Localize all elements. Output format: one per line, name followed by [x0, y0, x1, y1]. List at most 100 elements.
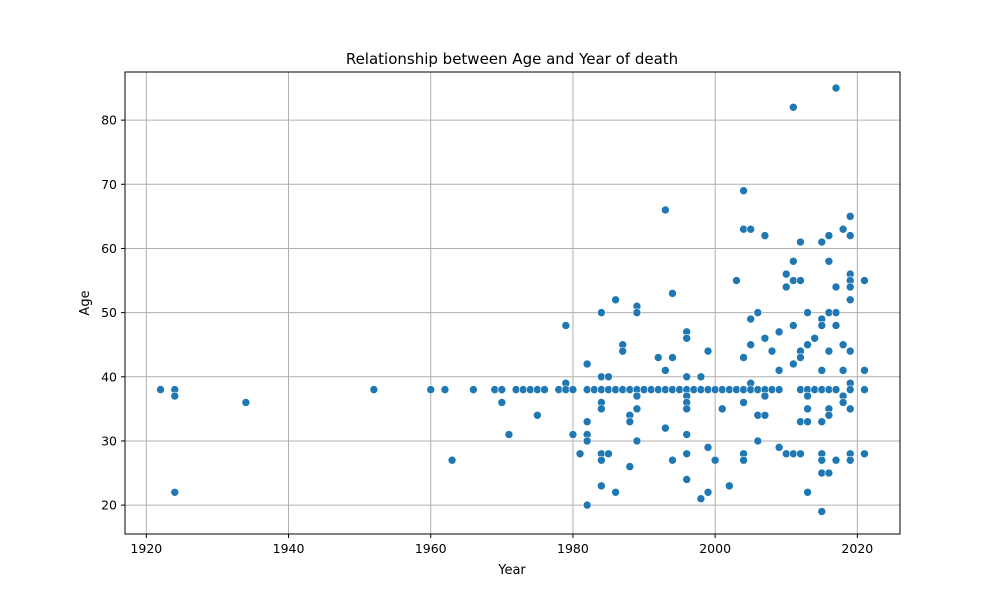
- data-point: [739, 455, 748, 465]
- data-point: [789, 102, 798, 112]
- data-point: [653, 353, 663, 362]
- data-point: [845, 212, 855, 221]
- data-point: [632, 308, 642, 317]
- data-point: [824, 346, 834, 356]
- data-point: [817, 385, 827, 394]
- data-point: [753, 436, 763, 446]
- data-point: [497, 398, 507, 407]
- data-point: [618, 346, 628, 356]
- plot-frame: [124, 71, 901, 535]
- data-point: [746, 314, 755, 324]
- data-point: [845, 346, 855, 356]
- x-tick-label: 1980: [557, 541, 589, 556]
- data-point: [625, 385, 635, 394]
- data-point: [781, 282, 791, 292]
- data-point: [789, 449, 798, 459]
- data-point: [789, 321, 798, 330]
- x-tick-label: 2000: [699, 541, 731, 556]
- data-point: [611, 385, 620, 394]
- data-point: [703, 346, 713, 356]
- data-point: [639, 385, 649, 394]
- data-point: [682, 404, 691, 414]
- data-point: [796, 353, 805, 362]
- data-point: [824, 385, 834, 394]
- data-point: [604, 449, 613, 459]
- y-tick-label: 20: [101, 498, 117, 513]
- data-point: [597, 308, 606, 317]
- data-point: [753, 308, 763, 317]
- data-point: [703, 385, 713, 394]
- data-point: [469, 385, 478, 394]
- data-point: [689, 385, 699, 394]
- data-point: [753, 385, 763, 394]
- data-point: [796, 449, 805, 459]
- data-point: [717, 385, 727, 394]
- x-axis-label: Year: [497, 563, 526, 578]
- data-point: [739, 224, 748, 234]
- data-point: [661, 366, 670, 375]
- data-point: [753, 410, 763, 420]
- data-point: [732, 385, 741, 394]
- data-point: [241, 398, 251, 407]
- data-point: [789, 359, 798, 369]
- data-point: [618, 385, 628, 394]
- data-point: [860, 385, 869, 394]
- data-point: [831, 308, 841, 317]
- data-point: [774, 385, 784, 394]
- data-point: [774, 443, 784, 452]
- data-point: [739, 385, 748, 394]
- grid-lines: [125, 72, 900, 534]
- data-point: [497, 385, 507, 394]
- data-point: [156, 385, 165, 394]
- data-point: [710, 455, 720, 465]
- data-point: [717, 404, 727, 414]
- y-tick-label: 50: [101, 305, 117, 320]
- data-point: [845, 385, 855, 394]
- x-tick-label: 2020: [841, 541, 873, 556]
- data-point: [668, 289, 677, 298]
- data-point: [582, 500, 592, 510]
- data-point: [760, 231, 770, 240]
- data-point: [810, 385, 819, 394]
- data-point: [653, 385, 663, 394]
- data-point: [817, 237, 827, 247]
- data-point: [561, 385, 571, 394]
- data-point: [781, 449, 791, 459]
- data-point: [831, 321, 841, 330]
- data-point: [789, 256, 798, 266]
- data-point: [838, 398, 848, 407]
- data-point: [625, 462, 635, 471]
- data-point: [561, 321, 571, 330]
- y-tick-label: 40: [101, 369, 117, 384]
- y-axis-ticks: 20 30 40 50 60 70 80: [101, 113, 125, 513]
- data-point: [710, 385, 720, 394]
- data-point: [739, 398, 748, 407]
- data-point: [696, 372, 706, 382]
- data-point: [845, 455, 855, 465]
- data-point: [838, 340, 848, 350]
- data-point: [568, 385, 578, 394]
- data-point: [582, 436, 592, 446]
- data-point: [831, 455, 841, 465]
- data-point: [369, 385, 379, 394]
- data-point: [803, 404, 812, 414]
- data-point: [490, 385, 500, 394]
- data-point: [682, 333, 691, 343]
- data-point: [810, 333, 819, 343]
- data-point: [632, 404, 642, 414]
- data-point: [746, 224, 755, 234]
- data-point: [504, 430, 514, 439]
- data-point: [604, 372, 613, 382]
- data-point: [170, 391, 180, 401]
- data-point: [796, 417, 805, 427]
- data-point: [824, 256, 834, 266]
- data-point: [739, 353, 748, 362]
- data-point: [611, 487, 620, 497]
- data-point: [824, 410, 834, 420]
- data-point: [824, 308, 834, 317]
- data-point: [817, 417, 827, 427]
- data-point: [696, 385, 706, 394]
- data-point: [518, 385, 528, 394]
- data-point: [831, 282, 841, 292]
- data-point: [725, 481, 734, 491]
